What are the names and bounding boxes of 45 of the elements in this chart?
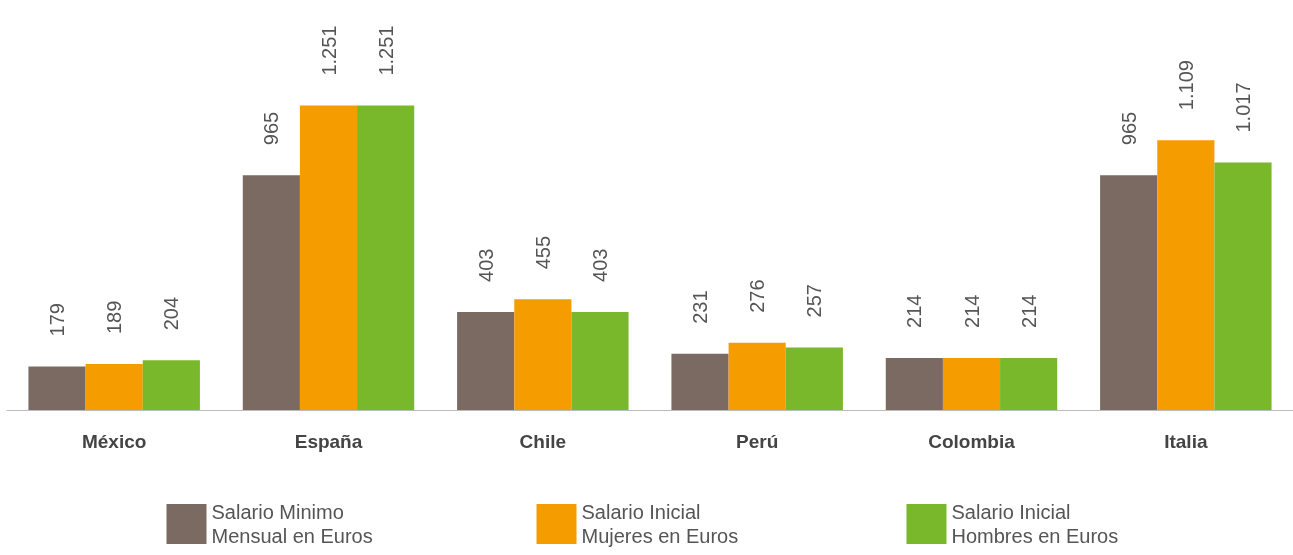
data-label: 455	[531, 235, 554, 270]
bar	[85, 364, 143, 410]
data-label: 204	[160, 296, 183, 331]
bar	[571, 311, 629, 410]
data-label: 214	[903, 294, 926, 328]
bar	[28, 366, 86, 410]
data-label: 1.109	[1174, 60, 1197, 111]
bar	[1214, 162, 1272, 410]
data-label: 214	[1017, 294, 1040, 328]
bar	[885, 357, 943, 410]
x-tick-label: Chile	[519, 431, 567, 452]
bar	[357, 105, 415, 410]
data-label: 1.251	[374, 25, 397, 76]
legend-label: Salario Inicial Hombres en Euros	[951, 501, 1119, 547]
legend-label: Salario Inicial Mujeres en Euros	[581, 501, 739, 547]
data-label: 403	[588, 248, 611, 282]
bar	[1157, 140, 1215, 410]
data-label: 276	[746, 279, 769, 313]
legend-label: Salario Minimo Mensual en Euros	[211, 501, 373, 547]
data-label: 965	[260, 111, 283, 146]
x-tick-label: Colombia	[928, 431, 1016, 452]
data-label: 189	[103, 300, 126, 335]
bar	[142, 360, 200, 410]
x-tick-label: Perú	[736, 431, 779, 452]
bar	[1000, 357, 1058, 410]
data-label: 179	[46, 303, 69, 337]
bar	[457, 311, 515, 410]
data-label: 214	[960, 294, 983, 328]
bar	[785, 347, 843, 410]
data-label: 1.251	[317, 25, 340, 76]
x-tick-label: México	[81, 431, 147, 452]
bar	[942, 357, 1001, 410]
bar	[514, 299, 572, 410]
x-tick-label: España	[294, 431, 363, 452]
data-label: 231	[689, 290, 712, 324]
bar	[671, 353, 729, 410]
data-label: 965	[1117, 111, 1140, 146]
x-tick-label: Italia	[1164, 431, 1208, 452]
data-label: 403	[474, 248, 497, 282]
bar	[242, 175, 300, 410]
bar	[299, 105, 358, 410]
data-label: 1.017	[1231, 82, 1254, 133]
data-label: 257	[803, 284, 826, 318]
bar	[1100, 175, 1158, 410]
bar	[728, 342, 786, 410]
